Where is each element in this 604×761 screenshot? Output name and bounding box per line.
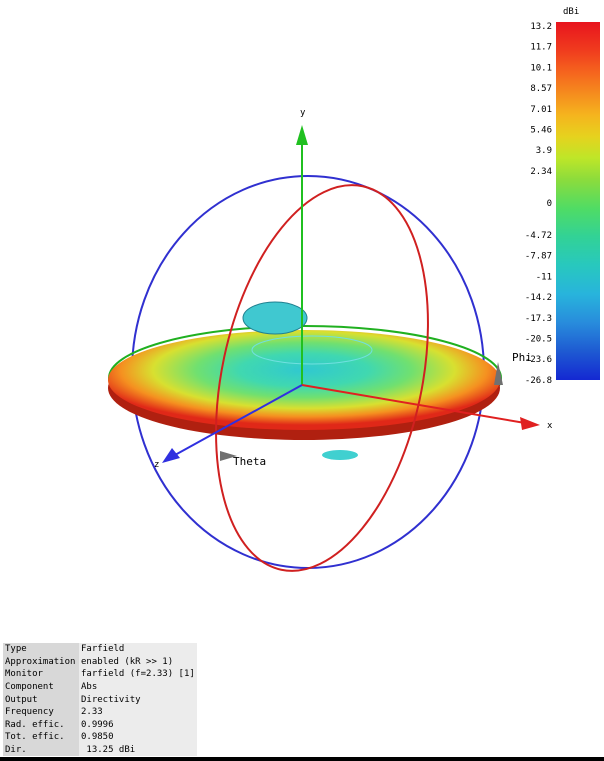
info-key: Output (3, 693, 79, 706)
colorbar-label: -17.3 (525, 314, 552, 324)
colorbar-label: -23.6 (525, 355, 552, 365)
info-table: Type Farfield Approximation enabled (kR >> … (3, 643, 197, 757)
side-lobe (242, 301, 308, 335)
colorbar-label: -4.72 (525, 231, 552, 241)
colorbar-label: -11 (536, 272, 552, 282)
info-key: Approximation (3, 655, 79, 669)
status-bar (0, 757, 604, 761)
info-key: Tot. effic. (3, 731, 79, 744)
colorbar-labels: 13.2 11.7 10.1 8.57 7.01 5.46 3.9 2.34 0 -4.72 -7.… (525, 22, 552, 386)
info-value: Abs (79, 680, 197, 694)
y-arrow (296, 125, 308, 145)
z-arrow (162, 448, 180, 463)
info-row: Approximation enabled (kR >> 1) (3, 655, 197, 669)
back-lobe (322, 450, 358, 460)
info-value: 0.9850 (79, 731, 197, 744)
info-key: Component (3, 680, 79, 694)
info-row: Frequency 2.33 (3, 705, 197, 719)
colorbar-label: 7.01 (530, 105, 552, 115)
info-value: enabled (kR >> 1) (79, 655, 197, 669)
info-row: Monitor farfield (f=2.33) [1] (3, 668, 197, 681)
info-row: Output Directivity (3, 693, 197, 706)
info-key: Type (3, 643, 79, 656)
info-value: Directivity (79, 693, 197, 706)
colorbar-label: 2.34 (530, 167, 552, 177)
info-value: 2.33 (79, 705, 197, 719)
axis-label: y (300, 108, 306, 118)
colorbar (556, 22, 600, 380)
colorbar-label: 3.9 (536, 146, 552, 156)
info-row: Component Abs (3, 680, 197, 694)
colorbar-label: 10.1 (530, 63, 552, 73)
info-key: Frequency (3, 705, 79, 719)
axis-label: Theta (233, 455, 266, 468)
colorbar-label: -14.2 (525, 293, 552, 303)
colorbar-label: 11.7 (530, 43, 552, 53)
x-arrow (520, 417, 540, 430)
colorbar-label: -26.8 (525, 376, 552, 386)
axis-label: z (154, 460, 159, 470)
colorbar-label: 0 (547, 199, 552, 209)
info-value: Farfield (79, 643, 197, 656)
info-key: Monitor (3, 668, 79, 681)
info-value: 0.9996 (79, 718, 197, 732)
phi-arrow (494, 362, 503, 385)
colorbar-label: 13.2 (530, 22, 552, 32)
meridian (215, 184, 429, 572)
info-row: Type Farfield (3, 643, 197, 656)
colorbar-label: 5.46 (530, 126, 552, 136)
colorbar-label: -7.87 (525, 252, 552, 262)
colorbar-unit: dBi (563, 7, 579, 17)
colorbar-label: 8.57 (530, 84, 552, 94)
info-value: 13.25 dBi (79, 743, 197, 757)
info-row: Tot. effic. 0.9850 (3, 731, 197, 744)
info-value: farfield (f=2.33) [1] (79, 668, 197, 681)
axis-label: x (547, 421, 553, 431)
x-axis (301, 384, 526, 424)
info-key: Dir. (3, 743, 79, 757)
info-row: Rad. effic. 0.9996 (3, 718, 197, 732)
info-row: Dir. 13.25 dBi (3, 743, 197, 757)
info-key: Rad. effic. (3, 718, 79, 732)
theta-arrow (220, 451, 237, 461)
ring (251, 335, 373, 365)
pattern-disc (108, 330, 500, 430)
colorbar-label: -20.5 (525, 335, 552, 345)
z-axis (174, 384, 303, 456)
axis-label: Phi (512, 351, 532, 364)
